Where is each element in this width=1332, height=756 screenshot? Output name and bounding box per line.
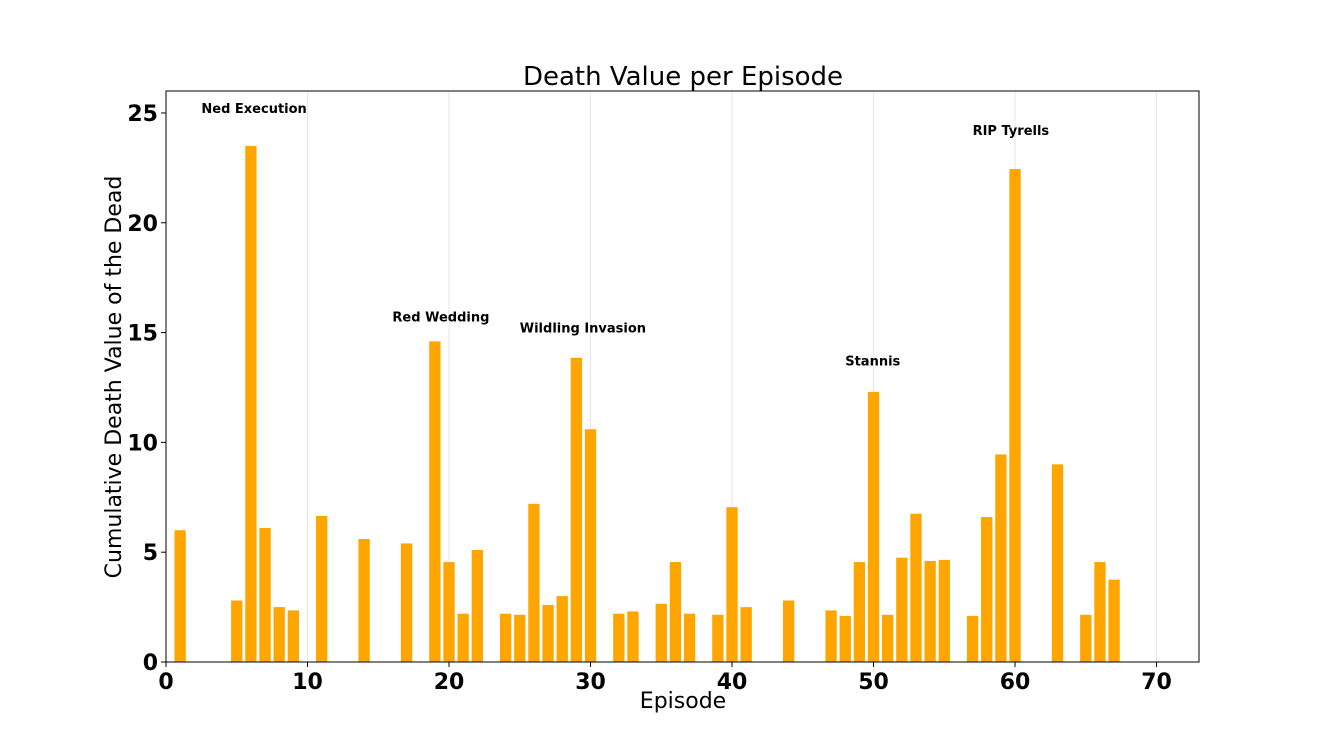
bar [966,615,979,662]
bar [245,145,257,663]
bar [400,543,413,662]
annotation-label: RIP Tyrells [973,124,1050,139]
bar [740,607,752,662]
annotations: Ned Execution Red Wedding Wildling Invasio… [201,102,1049,370]
bar [273,607,285,662]
bar [542,604,554,662]
bar [867,391,880,662]
y-axis-title: Cumulative Death Value of the Dead [102,176,127,579]
bar [938,559,950,662]
bar [712,614,724,662]
bar [1009,168,1021,663]
y-tick-label: 20 [127,212,158,237]
x-tick-label: 10 [292,670,323,695]
bar [499,613,512,662]
y-tick-label: 15 [127,322,158,347]
bar [853,562,866,662]
bar [683,613,696,662]
bars [174,145,1120,663]
plot-frame [165,90,1200,663]
bar [528,503,540,662]
annotation-label: Ned Execution [201,102,306,117]
bar [259,528,271,662]
x-axis-title: Episode [640,689,726,714]
bar [1051,464,1064,662]
bar [924,560,936,662]
bar [627,611,639,662]
bar [1094,562,1106,662]
chart-title: Death Value per Episode [523,62,843,92]
x-tick-label: 0 [158,670,173,695]
bar [839,615,851,662]
bar [655,603,667,662]
x-tick-label: 70 [1141,670,1172,695]
annotation-label: Red Wedding [392,311,489,326]
bar [1080,614,1092,662]
bar [782,600,795,662]
bar [570,357,583,662]
bar [584,429,597,662]
bar [287,610,300,662]
x-tick-label: 60 [1000,670,1031,695]
annotation-label: Stannis [845,355,900,370]
annotation-label: Wildling Invasion [520,322,646,337]
bar [429,341,441,662]
x-tick-label: 50 [858,670,889,695]
x-tick-label: 40 [717,670,748,695]
y-tick-label: 5 [143,541,158,566]
bar [315,515,328,662]
bar [514,614,526,662]
x-tick-label: 20 [434,670,465,695]
bar [1108,579,1120,662]
bar [825,610,837,662]
bar [556,596,568,662]
bar [174,530,186,662]
bar [995,454,1007,662]
bar [981,517,993,662]
y-tick-label: 10 [127,431,158,456]
bar [669,562,682,662]
bar [471,549,483,662]
bar [910,513,922,662]
bar [231,600,243,662]
y-tick-label: 25 [127,102,158,127]
bar [882,614,894,662]
bar [443,562,455,662]
y-tick-label: 0 [143,651,158,676]
bar [358,539,370,662]
bar [613,613,625,662]
bar [896,557,908,662]
x-axis-ticks: 0 10 20 30 40 50 60 70 [158,662,1172,695]
bar [726,507,738,662]
x-tick-label: 30 [575,670,606,695]
y-axis-ticks: 0 5 10 15 20 25 [127,102,166,676]
bar [457,613,469,662]
